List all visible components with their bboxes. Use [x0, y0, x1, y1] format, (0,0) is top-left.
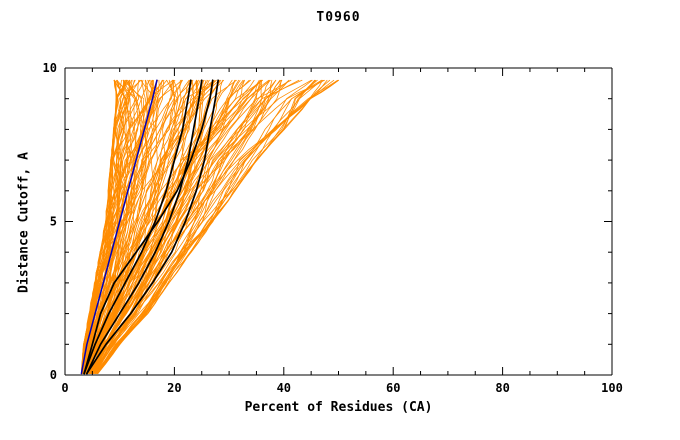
black-model-4-curve [83, 79, 214, 375]
tick-label: 5 [50, 215, 57, 229]
blue-model-curve [80, 79, 158, 375]
tick-label: 20 [167, 381, 181, 395]
tick-label: 60 [386, 381, 400, 395]
tick-label: 100 [601, 381, 623, 395]
black-model-1-curve [83, 79, 192, 375]
x-axis-label: Percent of Residues (CA) [244, 400, 433, 415]
black-model-2-curve [86, 79, 203, 375]
tick-label: 0 [50, 368, 57, 382]
tick-label: 0 [61, 381, 68, 395]
chart-title: T0960 [316, 10, 361, 25]
tick-label: 10 [43, 61, 57, 75]
y-axis-label: Distance Cutoff, A [16, 152, 32, 293]
black-model-3-curve [86, 79, 220, 375]
tick-label: 80 [495, 381, 509, 395]
tick-label: 40 [277, 381, 291, 395]
